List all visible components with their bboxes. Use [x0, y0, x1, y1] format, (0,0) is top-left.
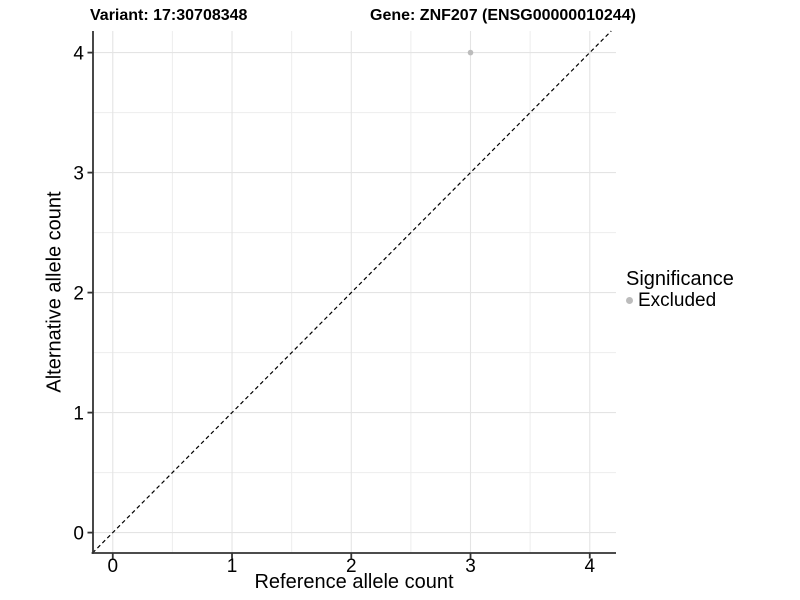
x-tick-label: 2 — [346, 556, 357, 577]
gene-title: Gene: ZNF207 (ENSG00000010244) — [370, 7, 636, 24]
x-tick-label: 1 — [227, 556, 238, 577]
legend-item: Excluded — [626, 290, 734, 311]
legend-item-label: Excluded — [638, 290, 717, 311]
legend: Significance Excluded — [626, 268, 734, 311]
y-tick-label: 4 — [73, 44, 84, 65]
identity-line — [92, 30, 612, 554]
legend-items: Excluded — [626, 290, 734, 311]
legend-title: Significance — [626, 268, 734, 290]
x-axis-title: Reference allele count — [254, 571, 454, 593]
x-tick-label: 0 — [107, 556, 118, 577]
y-tick-label: 1 — [73, 404, 84, 425]
x-tick-label: 3 — [465, 556, 476, 577]
y-tick-label: 0 — [73, 524, 84, 545]
y-axis-title: Alternative allele count — [43, 191, 66, 393]
y-tick-label: 3 — [73, 164, 84, 185]
legend-point-icon — [626, 297, 633, 304]
y-tick-label: 2 — [73, 284, 84, 305]
x-tick-label: 4 — [584, 556, 595, 577]
data-point — [467, 49, 474, 56]
variant-title: Variant: 17:30708348 — [90, 7, 248, 24]
